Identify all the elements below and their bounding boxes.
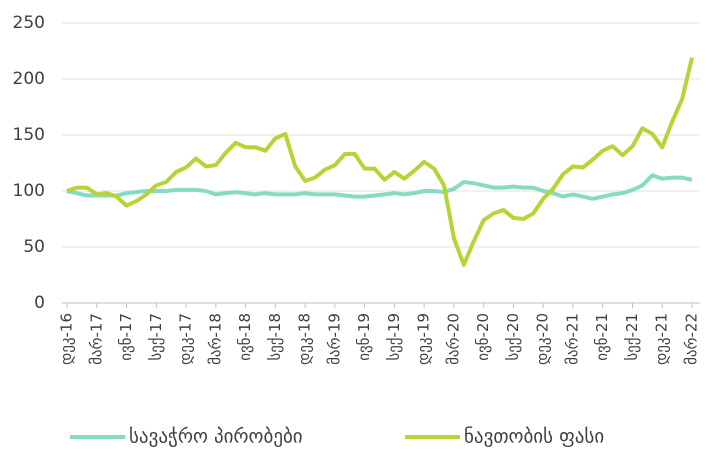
x-tick-label: მარ-20 <box>444 313 462 365</box>
x-tick-label: სექ-19 <box>385 313 403 361</box>
x-tick-label: დეკ-21 <box>653 313 671 365</box>
y-tick-label: 0 <box>34 293 45 313</box>
x-tick-label: მარ-21 <box>563 313 581 365</box>
x-tick-label: სექ-20 <box>504 313 522 361</box>
x-tick-label: სექ-21 <box>623 313 641 361</box>
legend-label: სავაჭრო პირობები <box>129 426 303 448</box>
x-tick-label: დეკ-17 <box>177 313 195 365</box>
x-tick-label: სექ-17 <box>147 313 165 361</box>
x-tick-label: დეკ-19 <box>415 313 433 365</box>
x-tick-label: მარ-19 <box>325 313 343 365</box>
y-tick-label: 200 <box>13 69 45 89</box>
y-tick-label: 250 <box>13 13 45 33</box>
x-tick-label: მარ-22 <box>683 313 701 365</box>
legend-label: ნავთობის ფასი <box>464 426 604 448</box>
x-tick-label: დეკ-16 <box>58 313 76 365</box>
x-tick-label: ივნ-20 <box>474 313 492 361</box>
line-series <box>66 57 694 267</box>
x-tick-label: მარ-17 <box>87 313 105 365</box>
x-tick-label: ივნ-19 <box>355 313 373 361</box>
x-tick-label: ივნ-17 <box>117 313 135 361</box>
y-tick-label: 100 <box>13 181 45 201</box>
y-tick-label: 150 <box>13 125 45 145</box>
x-tick-label: ივნ-18 <box>236 313 254 361</box>
y-tick-label: 50 <box>23 237 45 257</box>
line-series <box>66 173 693 201</box>
x-tick-label: სექ-18 <box>266 313 284 361</box>
x-tick-label: ივნ-21 <box>593 313 611 361</box>
x-tick-label: მარ-18 <box>206 313 224 365</box>
x-tick-label: დეკ-20 <box>534 313 552 365</box>
x-tick-label: დეკ-18 <box>296 313 314 365</box>
